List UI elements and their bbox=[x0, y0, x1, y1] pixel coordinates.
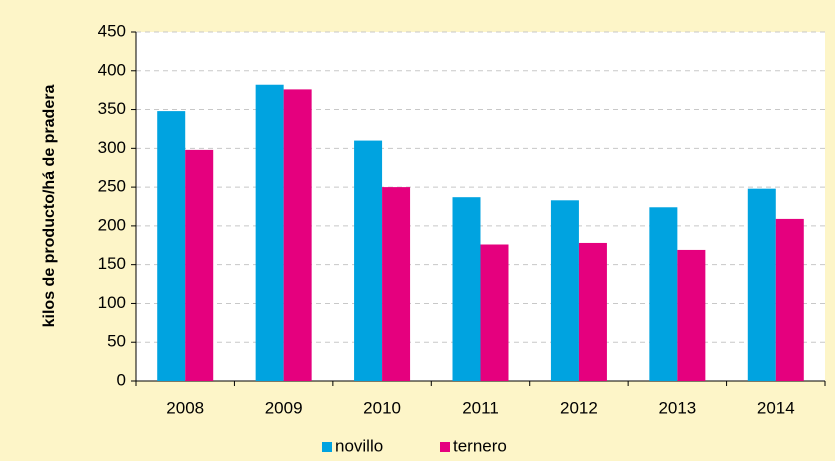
y-tick-label: 250 bbox=[98, 177, 126, 196]
bar bbox=[550, 200, 579, 381]
y-tick-label: 100 bbox=[98, 293, 126, 312]
bar bbox=[578, 242, 607, 381]
y-tick-label: 350 bbox=[98, 99, 126, 118]
x-tick-label: 2014 bbox=[757, 398, 795, 417]
bar bbox=[185, 149, 214, 381]
bar bbox=[649, 207, 678, 381]
bar bbox=[157, 111, 186, 382]
x-tick-label: 2012 bbox=[560, 398, 598, 417]
bar bbox=[452, 197, 481, 381]
legend-swatch bbox=[322, 442, 332, 452]
bar bbox=[677, 249, 706, 381]
bar bbox=[283, 89, 312, 381]
x-tick-label: 2010 bbox=[363, 398, 401, 417]
y-tick-label: 300 bbox=[98, 138, 126, 157]
y-tick-label: 400 bbox=[98, 60, 126, 79]
bar bbox=[354, 140, 383, 381]
x-tick-label: 2013 bbox=[658, 398, 696, 417]
legend-swatch bbox=[440, 442, 450, 452]
legend-label: ternero bbox=[453, 436, 507, 455]
bar bbox=[255, 84, 284, 381]
x-tick-label: 2011 bbox=[462, 398, 499, 417]
y-axis-label: kilos de producto/há de pradera bbox=[41, 85, 58, 328]
bar bbox=[775, 218, 804, 381]
y-tick-label: 450 bbox=[98, 21, 126, 40]
x-tick-label: 2008 bbox=[166, 398, 204, 417]
bar bbox=[382, 187, 411, 381]
y-tick-label: 200 bbox=[98, 215, 126, 234]
y-tick-label: 0 bbox=[117, 370, 126, 389]
legend-label: novillo bbox=[335, 436, 383, 455]
x-tick-label: 2009 bbox=[265, 398, 303, 417]
bar bbox=[747, 188, 776, 381]
bar bbox=[480, 244, 509, 381]
y-tick-label: 50 bbox=[107, 332, 126, 351]
y-tick-label: 150 bbox=[98, 254, 126, 273]
